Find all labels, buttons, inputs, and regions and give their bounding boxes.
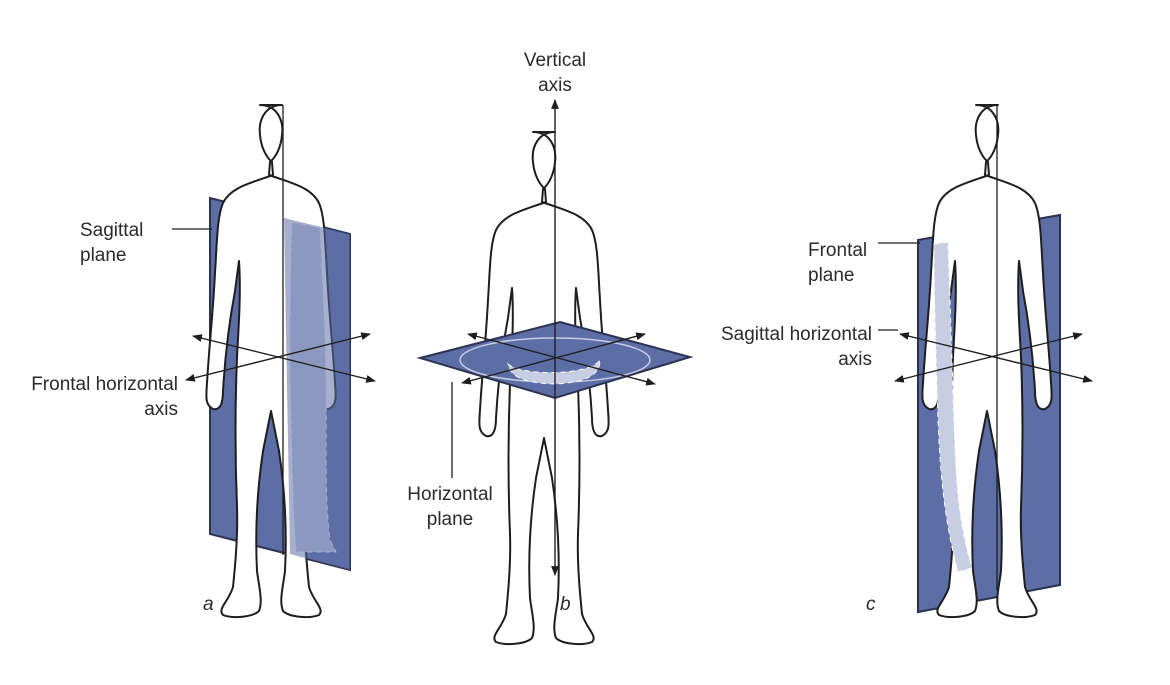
panel-a-letter: a — [203, 594, 214, 615]
panel-c — [878, 104, 1093, 619]
frontal-plane-label: Frontal plane — [808, 238, 867, 288]
label-line-1: Sagittal horizontal — [720, 324, 872, 345]
panel-a — [172, 104, 376, 619]
double-arrow-icon — [461, 332, 646, 385]
label-line-2: plane — [426, 509, 474, 530]
label-line-1: Vertical — [523, 50, 587, 71]
label-line-1: Frontal horizontal — [31, 374, 178, 395]
label-line-2: axis — [144, 399, 178, 420]
panel-c-letter: c — [866, 594, 876, 615]
label-line-1: Sagittal — [80, 220, 144, 241]
double-arrow-icon — [185, 332, 371, 382]
label-line-2: plane — [80, 245, 127, 266]
horizontal-plane-label: Horizontal plane — [395, 482, 505, 532]
sagittal-plane-label: Sagittal plane — [80, 218, 143, 268]
label-line-1: Horizontal — [407, 484, 493, 505]
label-line-2: axis — [838, 349, 872, 370]
vertical-axis-label: Vertical axis — [505, 48, 605, 98]
body-section-shading — [933, 241, 973, 573]
label-line-2: axis — [538, 75, 572, 96]
double-arrow-icon — [894, 332, 1083, 383]
panel-b — [416, 99, 694, 646]
sagittal-plane-front-edge — [284, 218, 350, 570]
panel-b-letter: b — [560, 594, 571, 615]
label-line-1: Frontal — [808, 240, 868, 261]
frontal-horizontal-axis-label: Frontal horizontal axis — [18, 372, 178, 422]
sagittal-horizontal-axis-label: Sagittal horizontal axis — [690, 322, 872, 372]
label-line-2: plane — [808, 265, 855, 286]
